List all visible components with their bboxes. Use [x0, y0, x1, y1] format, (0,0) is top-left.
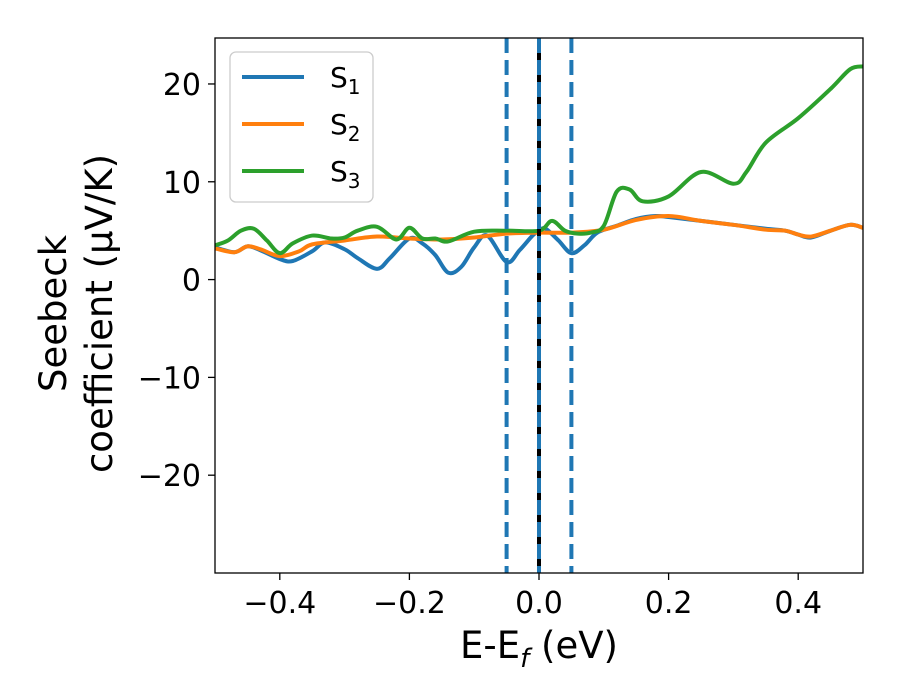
legend-label-s1: S1 [330, 61, 361, 99]
x-tick-label: 0.0 [515, 586, 563, 621]
y-tick-label: −20 [138, 459, 201, 494]
y-axis-label-line2: coefficient (μV/K) [78, 154, 121, 473]
x-axis-label-main: E-E [460, 624, 520, 667]
y-axis: −20 −10 0 10 20 [138, 68, 215, 494]
plot-area [215, 38, 863, 573]
y-axis-label-line1: Seebeck [32, 234, 75, 392]
y-tick-label: 0 [182, 264, 201, 299]
legend-label-main: S [330, 155, 348, 188]
y-tick-label: −10 [138, 361, 201, 396]
legend-label-sub: 1 [348, 75, 361, 99]
x-axis-label-unit: (eV) [529, 624, 618, 667]
legend-label-sub: 2 [348, 122, 361, 146]
legend-label-main: S [330, 108, 348, 141]
legend-label-sub: 3 [348, 169, 361, 193]
y-tick-label: 20 [163, 68, 201, 103]
legend-label-s3: S3 [330, 155, 361, 193]
x-axis-label: E-Ef (eV) [460, 624, 618, 674]
y-tick-label: 10 [163, 166, 201, 201]
legend-label-s2: S2 [330, 108, 361, 146]
x-tick-label: −0.2 [373, 586, 446, 621]
x-tick-label: 0.2 [645, 586, 693, 621]
x-axis: −0.4 −0.2 0.0 0.2 0.4 [243, 573, 822, 621]
series-line-s3 [215, 64, 863, 256]
x-tick-label: −0.4 [243, 586, 316, 621]
legend-label-main: S [330, 61, 348, 94]
legend-box [229, 51, 374, 203]
x-tick-label: 0.4 [774, 586, 822, 621]
